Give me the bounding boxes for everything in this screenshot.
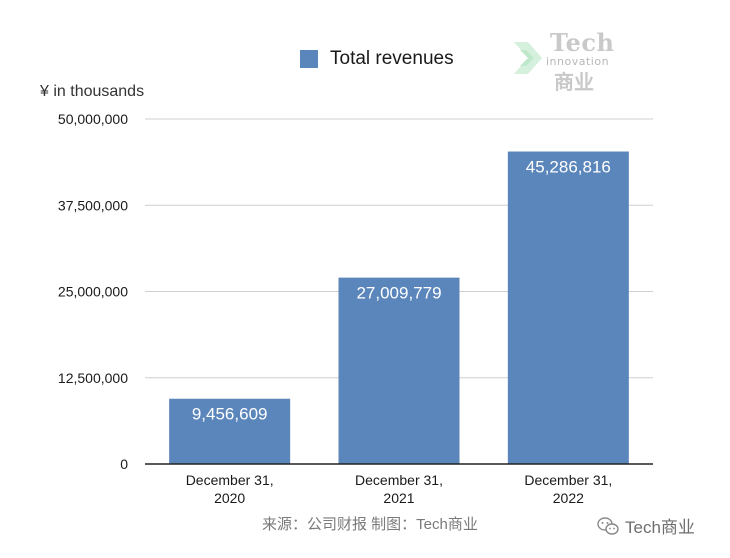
- x-tick-label: December 31,: [355, 472, 443, 488]
- x-tick-label: 2022: [553, 490, 584, 506]
- brand-signature: Tech商业: [597, 513, 695, 538]
- chart-legend: Total revenues: [300, 48, 454, 70]
- bar-value-label: 45,286,816: [526, 158, 611, 177]
- watermark-tech-text: Tech: [550, 28, 615, 57]
- y-tick-label: 37,500,000: [58, 197, 128, 213]
- x-tick-label: 2021: [383, 490, 414, 506]
- bar: [169, 398, 291, 464]
- bar-value-label: 27,009,779: [356, 284, 441, 303]
- x-tick-label: December 31,: [524, 472, 612, 488]
- bar-value-label: 9,456,609: [192, 405, 268, 424]
- watermark-innovation-text: innovation: [546, 55, 610, 68]
- watermark-logo: Tech innovation 商业: [512, 28, 622, 94]
- wechat-icon: [597, 516, 619, 535]
- watermark-cn-text: 商业: [554, 72, 594, 94]
- y-tick-label: 0: [120, 456, 128, 472]
- y-tick-label: 12,500,000: [58, 370, 128, 386]
- y-tick-label: 50,000,000: [58, 111, 128, 127]
- x-tick-label: 2020: [214, 490, 245, 506]
- legend-label: Total revenues: [330, 48, 454, 69]
- bar: [507, 151, 629, 464]
- y-tick-label: 25,000,000: [58, 284, 128, 300]
- bar: [338, 277, 460, 464]
- legend-swatch: [300, 50, 318, 68]
- x-tick-label: December 31,: [186, 472, 274, 488]
- source-caption: 来源：公司财报 制图：Tech商业: [262, 516, 478, 533]
- y-axis-unit-label: ¥ in thousands: [40, 83, 145, 100]
- brand-text: Tech商业: [625, 518, 695, 537]
- chevron-arrow-icon: [514, 42, 542, 74]
